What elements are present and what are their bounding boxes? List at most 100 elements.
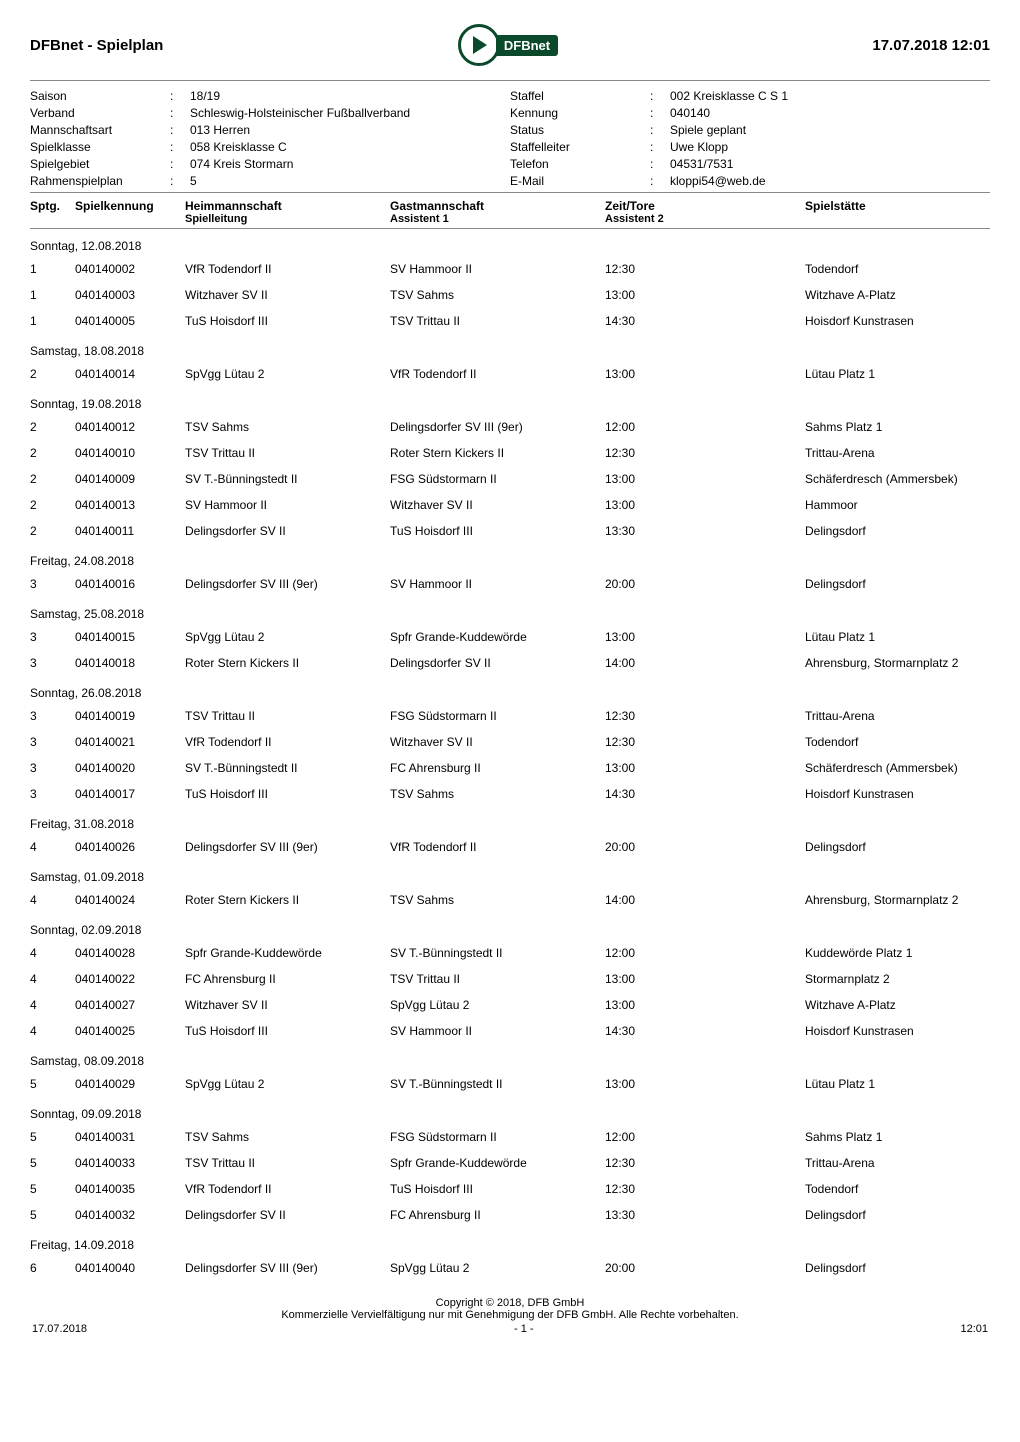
cell-ort: Trittau-Arena: [805, 709, 990, 723]
cell-zeit: 12:00: [605, 420, 805, 434]
cell-ort: Hoisdorf Kunstrasen: [805, 314, 990, 328]
cell-heim: SV Hammoor II: [185, 498, 390, 512]
cell-sptg: 2: [30, 446, 75, 460]
cell-zeit: 13:00: [605, 630, 805, 644]
cell-ort: Hammoor: [805, 498, 990, 512]
footer-line: 17.07.2018 - 1 - 12:01: [30, 1323, 990, 1335]
colon: :: [170, 123, 190, 137]
cell-gast: Spfr Grande-Kuddewörde: [390, 1156, 605, 1170]
cell-zeit: 13:00: [605, 972, 805, 986]
meta-value: Schleswig-Holsteinischer Fußballverband: [190, 106, 510, 120]
meta-label: Mannschaftsart: [30, 123, 170, 137]
meta-value: 058 Kreisklasse C: [190, 140, 510, 154]
cell-sptg: 3: [30, 761, 75, 775]
cell-zeit: 13:00: [605, 998, 805, 1012]
cell-sptg: 2: [30, 472, 75, 486]
match-row: 3040140018Roter Stern Kickers IIDelingsd…: [30, 650, 990, 676]
col-heim: Heimmannschaft Spielleitung: [185, 199, 390, 225]
match-row: 4040140027Witzhaver SV IISpVgg Lütau 213…: [30, 992, 990, 1018]
cell-heim: VfR Todendorf II: [185, 262, 390, 276]
cell-gast: FC Ahrensburg II: [390, 761, 605, 775]
cell-sptg: 1: [30, 262, 75, 276]
meta-label: Telefon: [510, 157, 650, 171]
cell-ort: Kuddewörde Platz 1: [805, 946, 990, 960]
cell-gast: FSG Südstormarn II: [390, 472, 605, 486]
cell-heim: Delingsdorfer SV II: [185, 524, 390, 538]
meta-value: 18/19: [190, 89, 510, 103]
date-heading: Samstag, 25.08.2018: [30, 597, 990, 624]
meta-value: 04531/7531: [670, 157, 990, 171]
cell-kennung: 040140011: [75, 524, 185, 538]
cell-gast: SpVgg Lütau 2: [390, 1261, 605, 1275]
divider: [30, 80, 990, 81]
cell-ort: Delingsdorf: [805, 524, 990, 538]
meta-value: Uwe Klopp: [670, 140, 990, 154]
date-heading: Freitag, 24.08.2018: [30, 544, 990, 571]
cell-zeit: 13:30: [605, 1208, 805, 1222]
cell-gast: TSV Sahms: [390, 893, 605, 907]
cell-kennung: 040140029: [75, 1077, 185, 1091]
cell-heim: Delingsdorfer SV III (9er): [185, 577, 390, 591]
cell-kennung: 040140002: [75, 262, 185, 276]
meta-label: Saison: [30, 89, 170, 103]
meta-label: Staffel: [510, 89, 650, 103]
cell-kennung: 040140027: [75, 998, 185, 1012]
cell-kennung: 040140003: [75, 288, 185, 302]
cell-heim: TuS Hoisdorf III: [185, 787, 390, 801]
cell-kennung: 040140014: [75, 367, 185, 381]
cell-heim: Roter Stern Kickers II: [185, 656, 390, 670]
cell-heim: Delingsdorfer SV III (9er): [185, 840, 390, 854]
cell-ort: Lütau Platz 1: [805, 367, 990, 381]
cell-zeit: 13:00: [605, 367, 805, 381]
cell-kennung: 040140025: [75, 1024, 185, 1038]
cell-gast: SV T.-Bünningstedt II: [390, 1077, 605, 1091]
cell-sptg: 4: [30, 893, 75, 907]
cell-kennung: 040140024: [75, 893, 185, 907]
cell-kennung: 040140022: [75, 972, 185, 986]
cell-gast: VfR Todendorf II: [390, 367, 605, 381]
cell-gast: FC Ahrensburg II: [390, 1208, 605, 1222]
cell-kennung: 040140009: [75, 472, 185, 486]
colon: :: [650, 174, 670, 188]
meta-label: Status: [510, 123, 650, 137]
meta-value: 074 Kreis Stormarn: [190, 157, 510, 171]
match-row: 3040140019TSV Trittau IIFSG Südstormarn …: [30, 703, 990, 729]
col-heim-line1: Heimmannschaft: [185, 199, 390, 213]
cell-gast: Delingsdorfer SV III (9er): [390, 420, 605, 434]
meta-value: 5: [190, 174, 510, 188]
meta-label: Spielgebiet: [30, 157, 170, 171]
cell-sptg: 1: [30, 288, 75, 302]
meta-label: Verband: [30, 106, 170, 120]
meta-label: E-Mail: [510, 174, 650, 188]
play-arrow-icon: [473, 36, 487, 54]
col-zeit-line2: Assistent 2: [605, 213, 805, 225]
cell-gast: FSG Südstormarn II: [390, 709, 605, 723]
cell-gast: SV Hammoor II: [390, 262, 605, 276]
cell-sptg: 5: [30, 1130, 75, 1144]
cell-gast: FSG Südstormarn II: [390, 1130, 605, 1144]
cell-sptg: 3: [30, 656, 75, 670]
match-row: 3040140015SpVgg Lütau 2Spfr Grande-Kudde…: [30, 624, 990, 650]
cell-sptg: 2: [30, 524, 75, 538]
meta-label: Kennung: [510, 106, 650, 120]
cell-heim: TSV Sahms: [185, 1130, 390, 1144]
cell-zeit: 20:00: [605, 840, 805, 854]
match-row: 3040140020SV T.-Bünningstedt IIFC Ahrens…: [30, 755, 990, 781]
cell-zeit: 12:00: [605, 946, 805, 960]
cell-kennung: 040140005: [75, 314, 185, 328]
cell-sptg: 4: [30, 972, 75, 986]
cell-heim: Roter Stern Kickers II: [185, 893, 390, 907]
cell-zeit: 14:00: [605, 893, 805, 907]
page-timestamp: 17.07.2018 12:01: [872, 37, 990, 54]
cell-heim: VfR Todendorf II: [185, 1182, 390, 1196]
cell-gast: Delingsdorfer SV II: [390, 656, 605, 670]
cell-heim: VfR Todendorf II: [185, 735, 390, 749]
cell-heim: TuS Hoisdorf III: [185, 1024, 390, 1038]
cell-ort: Stormarnplatz 2: [805, 972, 990, 986]
dfbnet-logo: DFBnet: [458, 20, 578, 70]
match-row: 4040140022FC Ahrensburg IITSV Trittau II…: [30, 966, 990, 992]
cell-ort: Todendorf: [805, 735, 990, 749]
cell-gast: VfR Todendorf II: [390, 840, 605, 854]
colon: :: [170, 174, 190, 188]
cell-heim: TSV Trittau II: [185, 709, 390, 723]
